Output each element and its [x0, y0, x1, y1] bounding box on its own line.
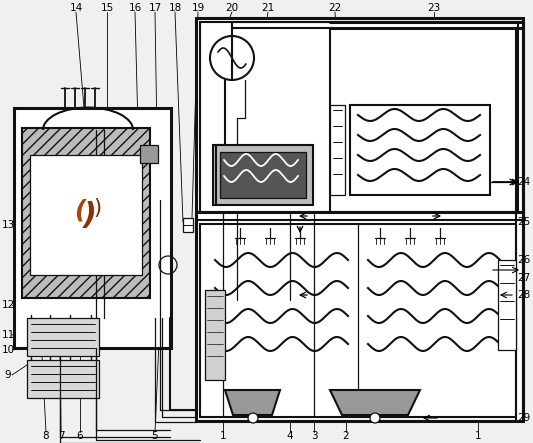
Text: 1: 1: [475, 431, 481, 441]
Text: 21: 21: [261, 3, 274, 13]
Text: 28: 28: [518, 290, 531, 300]
Bar: [350, 105, 490, 195]
Text: 8: 8: [43, 431, 50, 441]
Bar: [200, 22, 518, 212]
Bar: [498, 260, 516, 350]
Text: 6: 6: [77, 431, 83, 441]
Bar: [213, 145, 313, 205]
Circle shape: [370, 413, 380, 423]
Bar: [27, 318, 99, 356]
Polygon shape: [225, 390, 280, 415]
Text: 16: 16: [128, 3, 142, 13]
Text: 1: 1: [220, 431, 227, 441]
Text: ): ): [93, 198, 101, 218]
Text: 25: 25: [518, 217, 531, 227]
Bar: [330, 105, 345, 195]
Text: 20: 20: [225, 3, 239, 13]
Text: 22: 22: [328, 3, 342, 13]
Bar: [27, 360, 99, 398]
Text: 29: 29: [518, 413, 531, 423]
Text: 11: 11: [2, 330, 14, 340]
Text: 23: 23: [427, 3, 441, 13]
Polygon shape: [330, 390, 420, 415]
Bar: [14, 108, 171, 348]
Bar: [205, 290, 225, 380]
Text: 17: 17: [148, 3, 161, 13]
Text: 18: 18: [168, 3, 182, 13]
Bar: [22, 128, 150, 298]
Text: ): ): [83, 201, 97, 229]
Text: 14: 14: [69, 3, 83, 13]
Text: 26: 26: [518, 255, 531, 265]
Text: 9: 9: [5, 370, 11, 380]
Text: 24: 24: [518, 177, 531, 187]
Text: (: (: [74, 198, 86, 222]
Bar: [140, 145, 158, 163]
Text: 27: 27: [518, 273, 531, 283]
Text: 7: 7: [58, 431, 64, 441]
Text: 5: 5: [152, 431, 158, 441]
Text: 13: 13: [2, 220, 14, 230]
Circle shape: [248, 413, 258, 423]
Bar: [220, 152, 306, 198]
Bar: [200, 224, 516, 417]
Text: 15: 15: [100, 3, 114, 13]
Bar: [30, 155, 142, 275]
Text: 12: 12: [2, 300, 14, 310]
Text: 19: 19: [191, 3, 205, 13]
Bar: [183, 218, 193, 232]
Text: 10: 10: [2, 345, 14, 355]
Text: 4: 4: [287, 431, 293, 441]
Text: 3: 3: [311, 431, 317, 441]
Bar: [196, 18, 523, 421]
Text: 2: 2: [343, 431, 349, 441]
